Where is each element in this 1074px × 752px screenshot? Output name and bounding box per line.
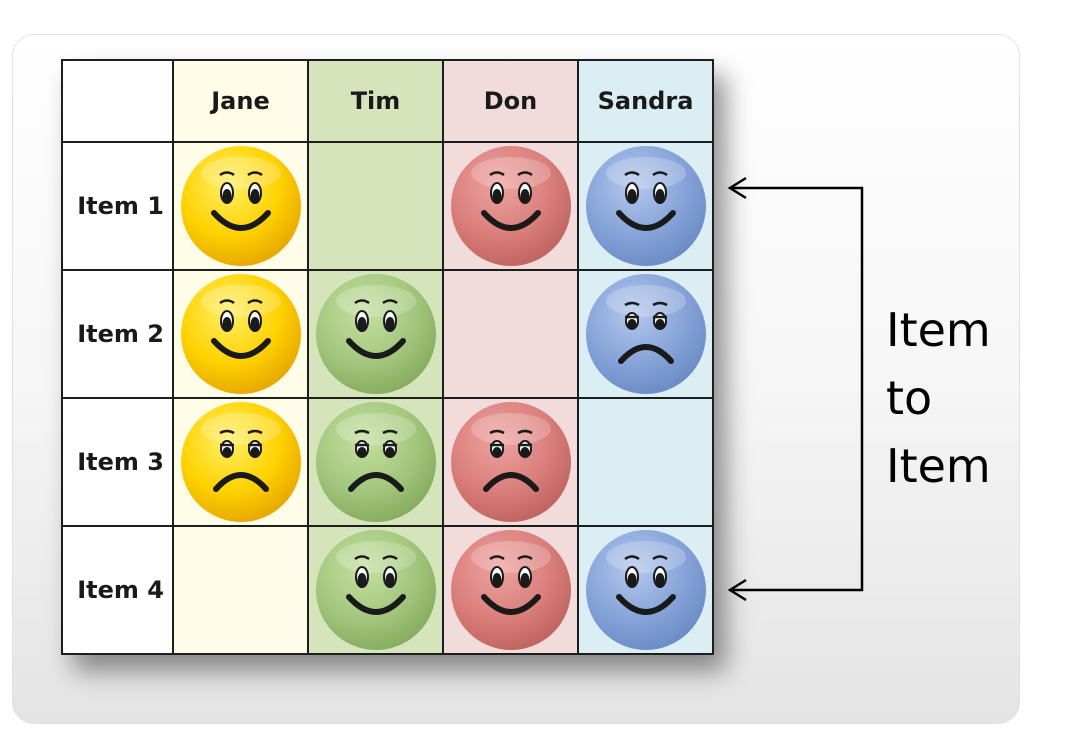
left-arrow-icon	[727, 176, 747, 200]
annotation-line-2: to	[886, 371, 933, 425]
row-label: Item 4	[61, 525, 174, 655]
grid-row: Item 3	[61, 397, 714, 527]
column-header-tim: Tim	[307, 59, 444, 143]
column-header-jane: Jane	[172, 59, 309, 143]
left-arrow-icon	[727, 578, 747, 602]
happy-face-icon	[180, 146, 301, 266]
rating-cell	[442, 525, 579, 655]
rating-cell	[172, 141, 309, 271]
rating-grid: Jane Tim Don Sandra Item 1 Item 2 Item 3 Item 4	[61, 59, 714, 655]
happy-face-icon	[585, 146, 706, 266]
happy-face-icon	[585, 530, 706, 650]
rating-cell	[577, 525, 714, 655]
column-header-don: Don	[442, 59, 579, 143]
corner-cell	[61, 59, 174, 143]
rating-cell	[172, 525, 309, 655]
rating-cell	[172, 269, 309, 399]
rating-cell	[577, 269, 714, 399]
rating-cell	[577, 141, 714, 271]
sad-face-icon	[315, 402, 436, 522]
happy-face-icon	[450, 530, 571, 650]
rating-cell	[307, 397, 444, 527]
rating-cell	[442, 397, 579, 527]
row-label: Item 1	[61, 141, 174, 271]
bracket-line	[730, 186, 864, 592]
happy-face-icon	[450, 146, 571, 266]
item-to-item-label: Item to Item	[886, 296, 991, 500]
grid-row: Item 4	[61, 525, 714, 655]
annotation-line-1: Item	[886, 303, 991, 357]
grid-row: Item 2	[61, 269, 714, 399]
sad-face-icon	[180, 402, 301, 522]
sad-face-icon	[585, 274, 706, 394]
rating-cell	[307, 269, 444, 399]
sad-face-icon	[450, 402, 571, 522]
rating-cell	[307, 525, 444, 655]
annotation-line-3: Item	[886, 439, 991, 493]
grid-row: Item 1	[61, 141, 714, 271]
row-label: Item 3	[61, 397, 174, 527]
rating-cell	[172, 397, 309, 527]
happy-face-icon	[315, 274, 436, 394]
happy-face-icon	[180, 274, 301, 394]
rating-cell	[442, 141, 579, 271]
rating-cell	[442, 269, 579, 399]
rating-cell	[307, 141, 444, 271]
rating-grid-container: Jane Tim Don Sandra Item 1 Item 2 Item 3 Item 4	[61, 59, 714, 655]
column-header-sandra: Sandra	[577, 59, 714, 143]
happy-face-icon	[315, 530, 436, 650]
rating-cell	[577, 397, 714, 527]
row-label: Item 2	[61, 269, 174, 399]
